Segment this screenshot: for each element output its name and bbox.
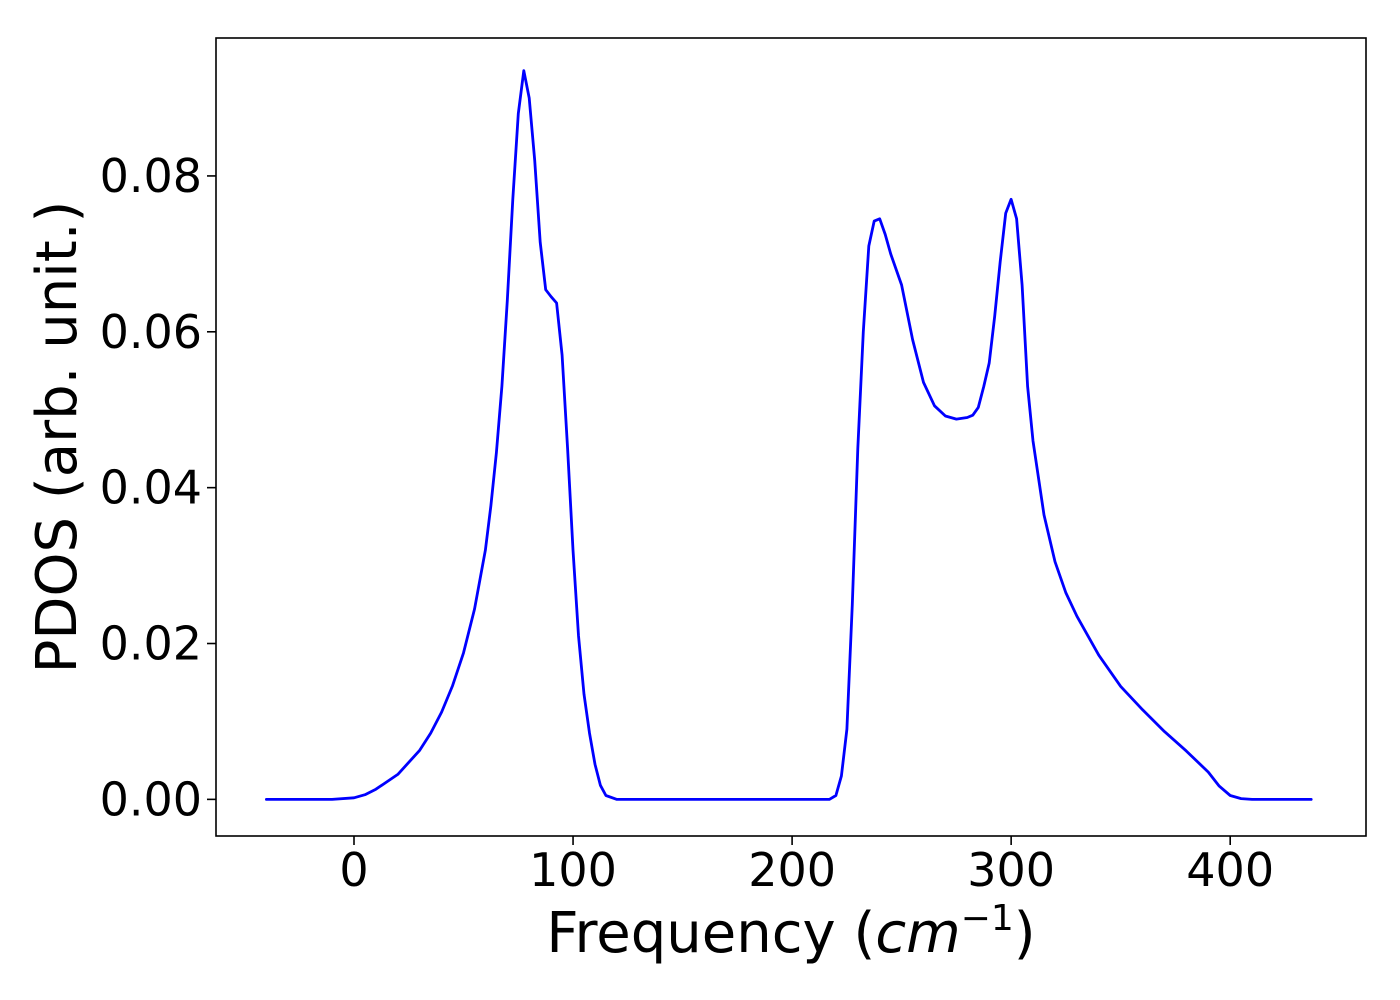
y-tick-label: 0.02: [100, 617, 202, 671]
x-axis-ticks: 0 100 200 300 400: [339, 836, 1274, 897]
y-axis-title: PDOS (arb. unit.): [25, 201, 90, 674]
plot-area-frame: [215, 37, 1367, 837]
y-tick-label: 0.08: [100, 149, 202, 203]
y-tick-label: 0.04: [100, 461, 202, 515]
x-tick-label: 400: [1186, 843, 1274, 897]
x-tick-label: 0: [339, 843, 368, 897]
x-tick-label: 200: [748, 843, 836, 897]
series-layer: [264, 69, 1313, 801]
pdos-series-line: [264, 69, 1313, 801]
x-tick-label: 100: [529, 843, 617, 897]
y-tick-label: 0.06: [100, 305, 202, 359]
x-axis-title: Frequency (cm−1): [546, 898, 1035, 966]
y-axis-ticks: 0.00 0.02 0.04 0.06 0.08: [100, 149, 216, 826]
y-tick-label: 0.00: [100, 772, 202, 826]
x-tick-label: 300: [967, 843, 1055, 897]
